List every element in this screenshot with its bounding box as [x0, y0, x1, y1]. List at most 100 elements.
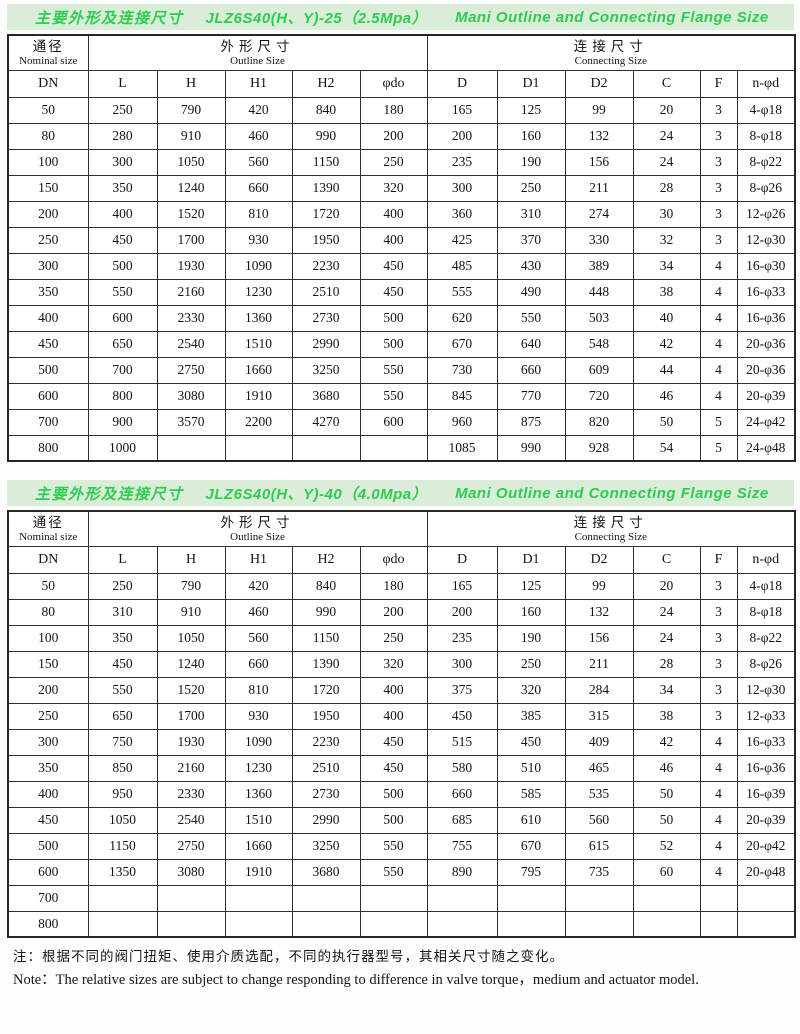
value-cell: 42	[632, 330, 701, 358]
value-cell: 125	[496, 572, 566, 600]
value-cell: 3	[699, 200, 738, 228]
value-cell: 620	[426, 304, 498, 332]
value-cell: 770	[496, 382, 566, 410]
value-cell: 132	[564, 598, 634, 626]
table-row: 800 1000 1085 990 928 54 5 24-φ48	[7, 434, 796, 462]
value-cell: 4	[699, 382, 738, 410]
footnotes: 注：根据不同的阀门扭矩、使用介质选配，不同的执行器型号，其相关尺寸随之变化。 N…	[7, 946, 794, 992]
value-cell: 928	[564, 434, 634, 462]
value-cell: 3250	[291, 832, 361, 860]
value-cell: 1510	[224, 806, 293, 834]
value-cell: 810	[224, 200, 293, 228]
value-cell: 3	[699, 174, 738, 202]
value-cell: 465	[564, 754, 634, 782]
value-cell: 16-φ39	[736, 780, 796, 808]
value-cell: 990	[496, 434, 566, 462]
value-cell: 42	[632, 728, 701, 756]
table-row: 450 650 2540 1510 2990 500 670 640 548 42 4 20-φ36	[7, 330, 796, 358]
value-cell: 1085	[426, 434, 498, 462]
value-cell: 960	[426, 408, 498, 436]
value-cell: 560	[564, 806, 634, 834]
value-cell: 2510	[291, 754, 361, 782]
value-cell: 250	[359, 624, 428, 652]
value-cell: 38	[632, 278, 701, 306]
value-cell: 3080	[156, 382, 226, 410]
dn-cell: 100	[7, 624, 89, 652]
value-cell: 2750	[156, 356, 226, 384]
value-cell: 12-φ33	[736, 702, 796, 730]
value-cell: 24-φ42	[736, 408, 796, 436]
dn-cell: 250	[7, 702, 89, 730]
value-cell: 16-φ33	[736, 278, 796, 306]
value-cell: 430	[496, 252, 566, 280]
value-cell: 950	[87, 780, 158, 808]
table-row: 350 550 2160 1230 2510 450 555 490 448 38 4 16-φ33	[7, 278, 796, 306]
value-cell: 555	[426, 278, 498, 306]
value-cell: 12-φ30	[736, 676, 796, 704]
value-cell: 1090	[224, 252, 293, 280]
value-cell: 1520	[156, 676, 226, 704]
value-cell: 460	[224, 122, 293, 150]
value-cell: 190	[496, 148, 566, 176]
dimension-table-4-0mpa: 通径 Nominal size 外形尺寸 Outline Size 连接尺寸 C…	[7, 510, 797, 938]
value-cell: 450	[359, 754, 428, 782]
value-cell: 4	[699, 278, 738, 306]
value-cell: 300	[426, 174, 498, 202]
value-cell: 490	[496, 278, 566, 306]
value-cell: 3570	[156, 408, 226, 436]
value-cell: 890	[426, 858, 498, 886]
column-header: φdo	[359, 69, 428, 98]
value-cell: 20-φ39	[736, 806, 796, 834]
value-cell: 20-φ36	[736, 330, 796, 358]
value-cell: 400	[87, 200, 158, 228]
table-row: 200 400 1520 810 1720 400 360 310 274 30 3 12-φ26	[7, 200, 796, 228]
value-cell: 515	[426, 728, 498, 756]
value-cell: 165	[426, 96, 498, 124]
value-cell: 409	[564, 728, 634, 756]
value-cell: 1720	[291, 200, 361, 228]
value-cell	[156, 910, 226, 938]
value-cell: 3	[699, 96, 738, 124]
value-cell: 3	[699, 226, 738, 254]
value-cell: 34	[632, 676, 701, 704]
value-cell	[699, 910, 738, 938]
column-header: DN	[7, 69, 89, 98]
value-cell: 550	[359, 858, 428, 886]
value-cell: 790	[156, 96, 226, 124]
value-cell: 20-φ36	[736, 356, 796, 384]
section-4-0mpa: 主要外形及连接尺寸 JLZ6S40(H、Y)-40（4.0Mpa） Mani O…	[7, 480, 797, 938]
value-cell: 389	[564, 252, 634, 280]
value-cell	[291, 434, 361, 462]
table-row: 600 800 3080 1910 3680 550 845 770 720 46 4 20-φ39	[7, 382, 796, 410]
value-cell: 50	[632, 806, 701, 834]
value-cell: 16-φ30	[736, 252, 796, 280]
value-cell: 3	[699, 676, 738, 704]
table-row: 50 250 790 420 840 180 165 125 99 20 3 4-φ18	[7, 96, 796, 124]
value-cell: 315	[564, 702, 634, 730]
value-cell: 250	[87, 572, 158, 600]
value-cell: 930	[224, 226, 293, 254]
value-cell: 211	[564, 650, 634, 678]
value-cell: 370	[496, 226, 566, 254]
value-cell: 280	[87, 122, 158, 150]
value-cell: 930	[224, 702, 293, 730]
value-cell: 650	[87, 330, 158, 358]
header-nominal-size-en: Nominal size	[19, 530, 78, 543]
table-row: 400 950 2330 1360 2730 500 660 585 535 50 4 16-φ39	[7, 780, 796, 808]
value-cell: 450	[87, 226, 158, 254]
table-row: 100 300 1050 560 1150 250 235 190 156 24 3 8-φ22	[7, 148, 796, 176]
value-cell: 500	[359, 806, 428, 834]
value-cell: 790	[156, 572, 226, 600]
table-row: 500 1150 2750 1660 3250 550 755 670 615 52 4 20-φ42	[7, 832, 796, 860]
table-row: 100 350 1050 560 1150 250 235 190 156 24 3 8-φ22	[7, 624, 796, 652]
dn-cell: 50	[7, 96, 89, 124]
value-cell: 24	[632, 122, 701, 150]
value-cell: 840	[291, 572, 361, 600]
header-nominal-size: 通径 Nominal size	[7, 510, 89, 547]
value-cell: 1050	[87, 806, 158, 834]
column-header: H2	[291, 69, 361, 98]
value-cell: 3	[699, 122, 738, 150]
value-cell: 16-φ33	[736, 728, 796, 756]
value-cell	[87, 884, 158, 912]
